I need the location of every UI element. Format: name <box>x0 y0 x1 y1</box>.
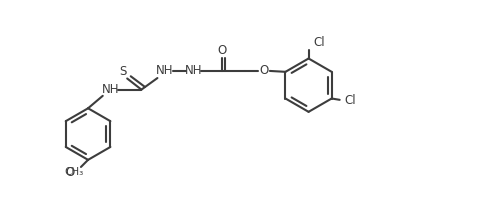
Text: S: S <box>119 65 126 78</box>
Text: O: O <box>259 64 269 77</box>
Text: Cl: Cl <box>344 94 356 107</box>
Text: O: O <box>65 166 75 179</box>
Text: CH₃: CH₃ <box>65 167 84 177</box>
Text: NH: NH <box>102 83 119 96</box>
Text: O: O <box>218 45 227 58</box>
Text: NH: NH <box>185 64 202 77</box>
Text: NH: NH <box>156 64 173 77</box>
Text: Cl: Cl <box>313 36 325 49</box>
